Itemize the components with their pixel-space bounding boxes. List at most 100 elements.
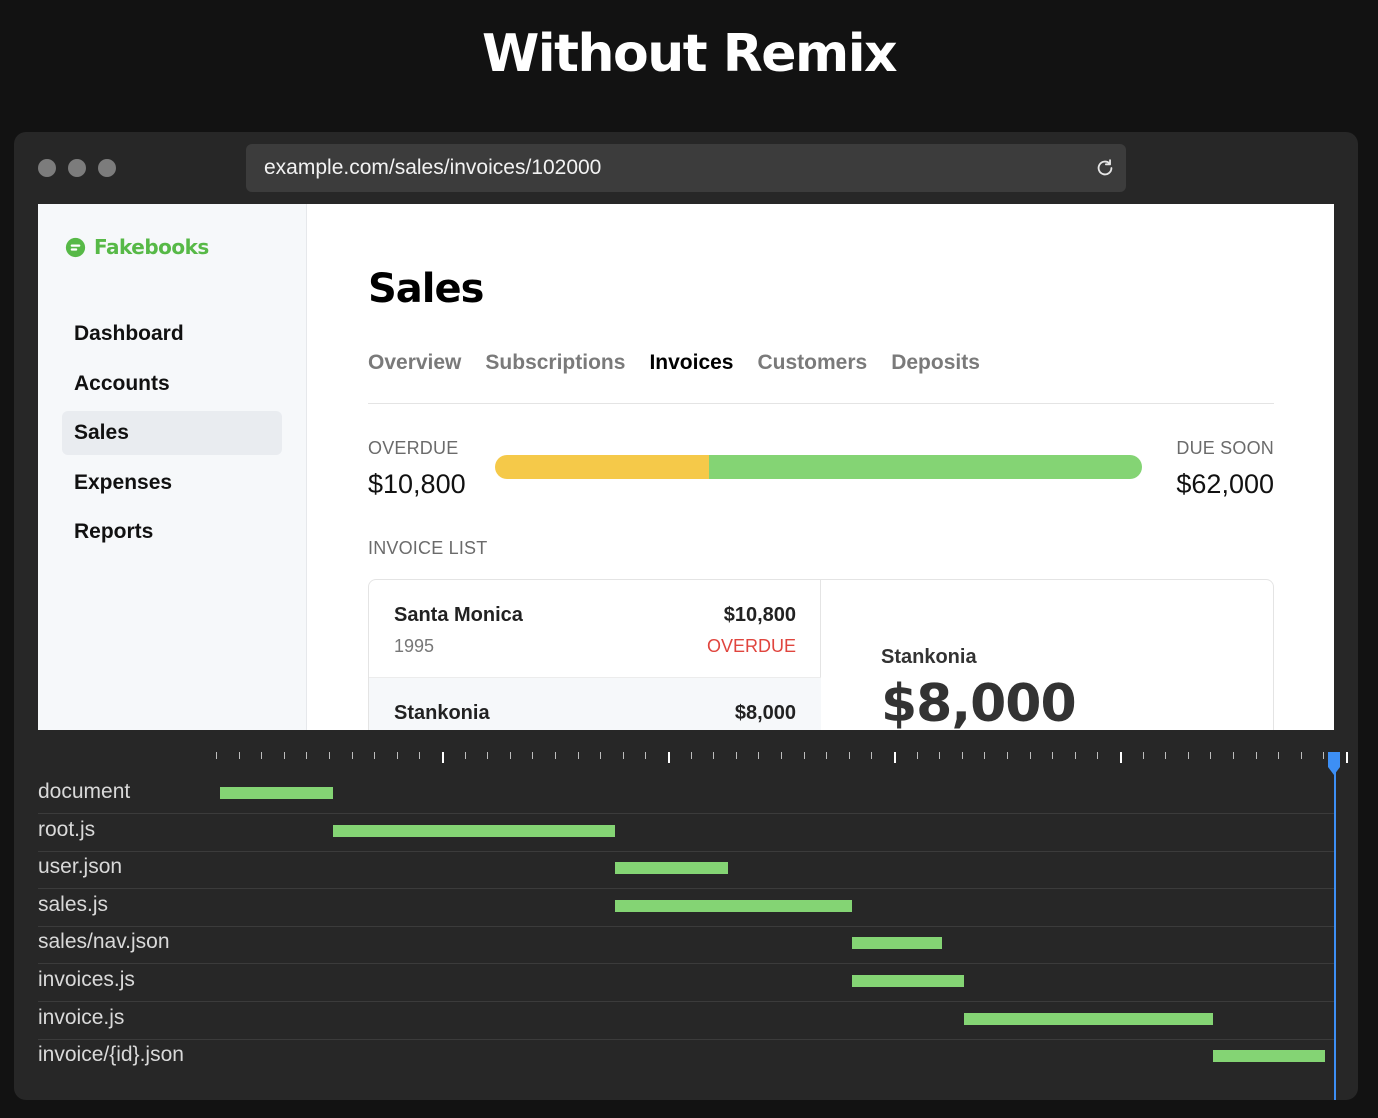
request-name: sales.js <box>38 892 109 916</box>
request-name: invoice/{id}.json <box>38 1043 184 1067</box>
url-text[interactable]: example.com/sales/invoices/102000 <box>264 156 602 179</box>
ruler-tick <box>532 752 534 759</box>
tab-customers[interactable]: Customers <box>757 351 868 374</box>
ruler-tick <box>577 752 579 759</box>
tab-deposits[interactable]: Deposits <box>891 351 980 374</box>
waterfall-row[interactable]: invoice/{id}.json <box>38 1039 1334 1077</box>
window-zoom-button[interactable] <box>98 159 116 177</box>
nav-item-dashboard[interactable]: Dashboard <box>62 312 282 356</box>
ruler-tick <box>1097 752 1099 759</box>
ruler-tick <box>600 752 602 759</box>
ruler-tick <box>555 752 556 759</box>
ruler-tick <box>668 752 670 763</box>
page-title: Sales <box>368 266 484 312</box>
invoice-amount: $10,800 <box>723 604 796 626</box>
ruler-tick <box>894 752 896 763</box>
request-name: document <box>38 780 131 803</box>
overdue-progress-bar <box>495 455 1142 479</box>
ruler-tick <box>758 752 760 759</box>
invoice-amount: $8,000 <box>734 702 796 724</box>
ruler-tick <box>396 752 398 759</box>
reload-icon[interactable] <box>1094 157 1116 179</box>
due-soon-amount: $62,000 <box>1176 469 1274 499</box>
invoice-row-stankonia[interactable]: Stankonia $8,000 <box>369 678 821 730</box>
invoice-status-badge: OVERDUE <box>706 636 796 656</box>
ruler-tick <box>261 752 263 759</box>
request-timing-bar <box>333 824 615 837</box>
waterfall-row[interactable]: sales/nav.json <box>38 926 1334 965</box>
request-name: invoices.js <box>38 968 135 991</box>
tab-subscriptions[interactable]: Subscriptions <box>485 351 626 374</box>
invoice-panel: Santa Monica 1995 $10,800 OVERDUE Stanko… <box>368 579 1274 730</box>
invoice-list: Santa Monica 1995 $10,800 OVERDUE Stanko… <box>369 580 821 730</box>
ruler-tick <box>939 752 941 759</box>
time-ruler <box>216 752 1348 764</box>
nav-item-reports[interactable]: Reports <box>62 510 282 554</box>
ruler-tick <box>1210 752 1212 759</box>
nav-item-expenses[interactable]: Expenses <box>62 461 282 505</box>
due-soon-segment <box>708 455 1142 479</box>
waterfall-row[interactable]: invoices.js <box>38 964 1334 1002</box>
ruler-tick <box>916 752 918 759</box>
request-name: sales/nav.json <box>38 930 170 954</box>
ruler-tick <box>216 752 217 759</box>
ruler-tick <box>622 752 624 759</box>
invoice-row-santa-monica[interactable]: Santa Monica 1995 $10,800 OVERDUE <box>369 580 821 678</box>
nav-item-label: Expenses <box>74 471 173 494</box>
waterfall-row[interactable]: root.js <box>38 814 1334 852</box>
address-bar[interactable]: example.com/sales/invoices/102000 <box>246 144 1126 192</box>
nav-item-label: Dashboard <box>74 322 184 345</box>
waterfall-row[interactable]: user.json <box>38 851 1334 890</box>
ruler-tick <box>487 752 489 759</box>
request-timing-bar <box>220 787 333 799</box>
window-close-button[interactable] <box>38 159 56 177</box>
ruler-tick <box>1346 752 1348 763</box>
ruler-tick <box>984 752 986 759</box>
invoice-year: 1995 <box>394 636 435 656</box>
ruler-tick <box>1233 752 1234 759</box>
request-timing-bar <box>615 862 728 875</box>
ruler-tick <box>1165 752 1167 759</box>
request-timing-bar <box>964 1012 1213 1025</box>
invoice-name: Stankonia <box>394 702 490 724</box>
ruler-tick <box>1323 752 1325 759</box>
ruler-tick <box>351 752 353 759</box>
tab-invoices[interactable]: Invoices <box>649 351 734 374</box>
request-timing-bar <box>1213 1050 1325 1063</box>
window-minimize-button[interactable] <box>68 159 86 177</box>
tab-bar: Overview Subscriptions Invoices Customer… <box>368 351 980 375</box>
overdue-segment <box>495 455 709 479</box>
nav-item-label: Reports <box>74 520 154 543</box>
ruler-tick <box>1187 752 1189 759</box>
playhead-handle-icon[interactable] <box>1327 752 1341 776</box>
ruler-tick <box>871 752 873 759</box>
ruler-tick <box>509 752 511 759</box>
ruler-tick <box>690 752 692 759</box>
ruler-tick <box>1142 752 1144 759</box>
main-content: Sales Overview Subscriptions Invoices Cu… <box>368 204 1274 730</box>
ruler-tick <box>1255 752 1257 759</box>
tab-overview[interactable]: Overview <box>368 351 462 374</box>
waterfall-row[interactable]: invoice.js <box>38 1002 1334 1040</box>
waterfall-row[interactable]: document <box>38 776 1334 814</box>
invoice-detail-amount: $8,000 <box>881 674 1077 730</box>
logo[interactable]: Fakebooks <box>65 235 209 259</box>
nav-item-sales[interactable]: Sales <box>62 411 282 455</box>
ruler-tick <box>306 752 308 759</box>
logo-text: Fakebooks <box>94 235 209 259</box>
nav-item-accounts[interactable]: Accounts <box>62 362 282 406</box>
ruler-tick <box>329 752 330 759</box>
waterfall-row[interactable]: sales.js <box>38 889 1334 927</box>
ruler-tick <box>442 752 444 763</box>
browser-window: example.com/sales/invoices/102000 Fakebo… <box>14 132 1358 1100</box>
ruler-tick <box>826 752 828 759</box>
request-name: user.json <box>38 855 123 879</box>
ruler-tick <box>1029 752 1031 759</box>
sidebar: Fakebooks Dashboard Accounts Sales Expen… <box>38 204 307 730</box>
request-name: invoice.js <box>38 1005 125 1029</box>
invoice-detail-name: Stankonia <box>881 646 977 668</box>
logo-icon <box>65 237 86 257</box>
ruler-tick <box>1300 752 1302 759</box>
tabs-divider <box>368 403 1274 404</box>
ruler-tick <box>1278 752 1280 759</box>
